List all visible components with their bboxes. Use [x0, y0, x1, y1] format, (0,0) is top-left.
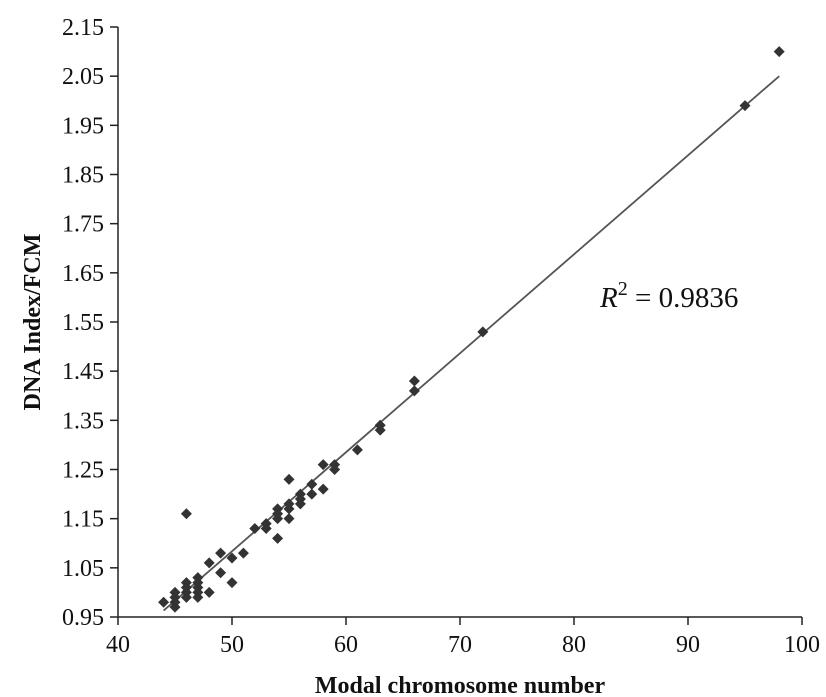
y-tick-label: 1.35 — [62, 408, 104, 434]
data-point — [283, 513, 295, 525]
data-point — [169, 586, 181, 598]
data-point — [260, 518, 272, 530]
data-point — [272, 503, 284, 515]
data-point — [226, 552, 238, 564]
r-squared-exponent: 2 — [618, 278, 628, 300]
y-tick-label: 1.45 — [62, 359, 104, 385]
data-point — [773, 46, 785, 58]
y-tick-label: 1.85 — [62, 163, 104, 189]
data-point — [351, 444, 363, 456]
x-tick-label: 40 — [106, 632, 130, 658]
r-squared-symbol: R — [599, 282, 618, 314]
x-tick-label: 60 — [334, 632, 358, 658]
y-tick-label: 2.05 — [62, 64, 104, 90]
data-point — [408, 385, 420, 397]
data-point — [306, 478, 318, 490]
data-point — [283, 498, 295, 510]
data-point — [180, 591, 192, 603]
data-point — [294, 488, 306, 500]
data-point — [249, 523, 261, 534]
data-point — [180, 508, 192, 520]
x-tick-label: 80 — [562, 632, 586, 658]
y-tick-label: 1.75 — [62, 212, 104, 238]
data-point — [283, 473, 295, 485]
data-point — [374, 419, 386, 431]
data-point — [226, 577, 238, 589]
x-tick-label: 100 — [784, 632, 820, 658]
x-tick-label: 70 — [448, 632, 472, 658]
y-tick-label: 1.95 — [62, 113, 104, 139]
x-tick-label: 50 — [220, 632, 244, 658]
data-point — [203, 557, 215, 569]
y-tick-label: 0.95 — [62, 605, 104, 631]
data-point — [169, 601, 181, 613]
data-point — [192, 572, 204, 584]
data-point — [739, 100, 751, 112]
data-point — [317, 459, 329, 471]
r-squared-annotation: R2 = 0.9836 — [599, 278, 738, 314]
y-tick-label: 1.55 — [62, 310, 104, 336]
data-point — [203, 586, 215, 598]
data-point — [180, 577, 192, 589]
data-point — [272, 532, 284, 544]
y-tick-label: 1.15 — [62, 507, 104, 533]
data-point — [477, 326, 489, 338]
data-point — [237, 547, 249, 559]
data-point — [215, 547, 227, 559]
data-point — [192, 591, 204, 603]
y-axis-title: DNA Index/FCM — [20, 234, 46, 411]
data-point — [317, 483, 329, 495]
data-point — [306, 488, 318, 500]
x-axis-title: Modal chromosome number — [315, 673, 606, 697]
points-group — [158, 46, 785, 613]
x-tick-label: 90 — [676, 632, 700, 658]
data-point — [215, 567, 227, 579]
data-point — [158, 596, 170, 608]
data-point — [408, 375, 420, 387]
y-tick-label: 1.25 — [62, 458, 104, 484]
data-point — [329, 459, 341, 471]
y-tick-label: 2.15 — [62, 15, 104, 41]
y-tick-label: 1.65 — [62, 261, 104, 287]
y-tick-label: 1.05 — [62, 556, 104, 582]
axes: 0.95 1.05 1.15 1.25 1.35 1.45 1.55 1.65 1.75 1.85… — [62, 15, 820, 658]
r-squared-value: = 0.9836 — [628, 282, 739, 314]
